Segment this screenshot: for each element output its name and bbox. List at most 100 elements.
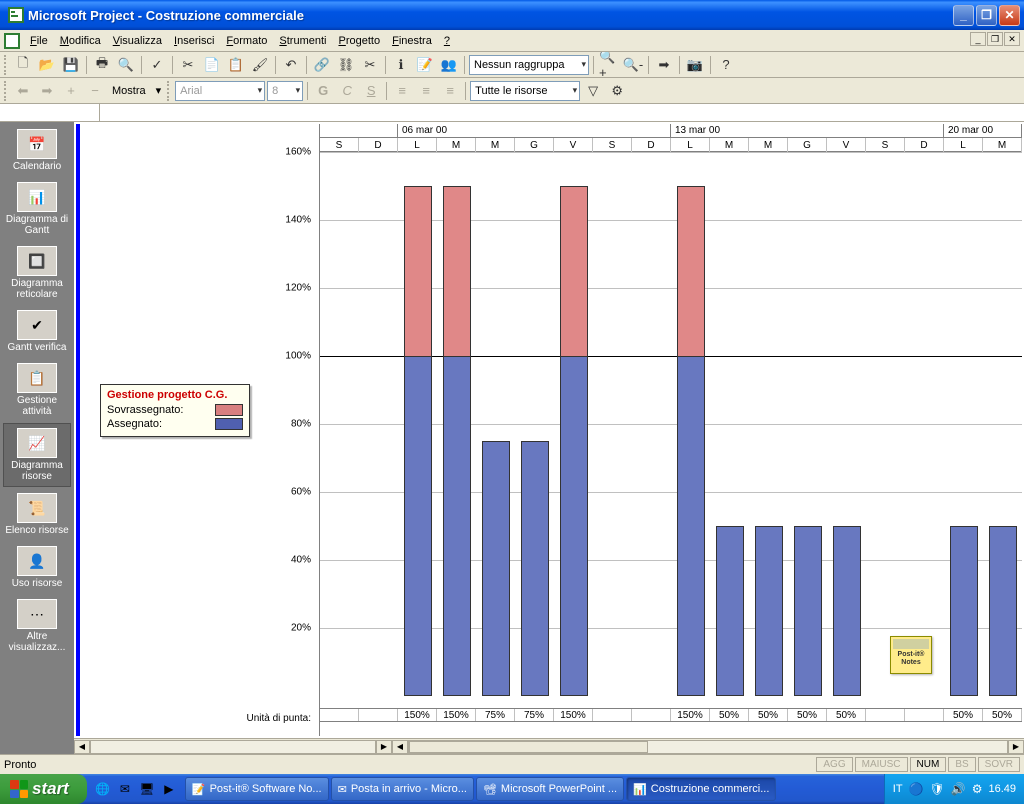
- underline-button[interactable]: S: [360, 80, 382, 102]
- new-button[interactable]: 🗋: [12, 54, 34, 76]
- tray-icon-3[interactable]: 🔊: [951, 782, 966, 796]
- menu-inserisci[interactable]: Inserisci: [168, 33, 220, 49]
- scroll-thumb[interactable]: [409, 741, 648, 753]
- name-box[interactable]: [0, 104, 100, 121]
- view-item-3[interactable]: ✔Gantt verifica: [3, 306, 71, 357]
- filter-combo[interactable]: Tutte le risorse: [470, 81, 580, 101]
- view-item-4[interactable]: 📋Gestione attività: [3, 359, 71, 421]
- assign-button[interactable]: 👥: [438, 54, 460, 76]
- mdi-minimize-button[interactable]: _: [970, 32, 986, 46]
- view-item-8[interactable]: ⋯Altre visualizzaz...: [3, 595, 71, 657]
- menu-progetto[interactable]: Progetto: [332, 33, 386, 49]
- tray-icon-4[interactable]: ⚙: [972, 782, 983, 796]
- tray-icon-2[interactable]: 🛡: [930, 782, 945, 796]
- save-button[interactable]: 💾: [60, 54, 82, 76]
- quick-launch-ie[interactable]: 🌐: [93, 777, 113, 801]
- outdent-button[interactable]: ⬅: [12, 80, 34, 102]
- copy-picture-button[interactable]: 📷: [684, 54, 706, 76]
- print-button[interactable]: 🖶: [91, 54, 113, 76]
- copy-button[interactable]: 📄: [201, 54, 223, 76]
- unlink-button[interactable]: ⛓: [335, 54, 357, 76]
- italic-button[interactable]: C: [336, 80, 358, 102]
- resource-bar[interactable]: [398, 152, 437, 696]
- quick-launch-mail[interactable]: ✉: [115, 777, 135, 801]
- format-painter-button[interactable]: 🖌: [249, 54, 271, 76]
- taskbar-button-3[interactable]: 📊Costruzione commerci...: [626, 777, 776, 801]
- align-left-button[interactable]: ≡: [391, 80, 413, 102]
- menu-strumenti[interactable]: Strumenti: [273, 33, 332, 49]
- resource-bar[interactable]: [788, 152, 827, 696]
- autofilter-button[interactable]: ▽: [582, 80, 604, 102]
- undo-button[interactable]: ↶: [280, 54, 302, 76]
- scroll-left-button-2[interactable]: ◀: [392, 740, 408, 754]
- filter-options-button[interactable]: ⚙: [606, 80, 628, 102]
- tray-icon-1[interactable]: 🔵: [909, 782, 924, 796]
- menu-?[interactable]: ?: [438, 33, 456, 49]
- font-name-combo[interactable]: Arial: [175, 81, 265, 101]
- align-right-button[interactable]: ≡: [439, 80, 461, 102]
- menu-file[interactable]: File: [24, 33, 54, 49]
- resource-bar[interactable]: [827, 152, 866, 696]
- menu-finestra[interactable]: Finestra: [386, 33, 438, 49]
- language-indicator[interactable]: IT: [893, 783, 903, 795]
- info-button[interactable]: ℹ: [390, 54, 412, 76]
- bold-button[interactable]: G: [312, 80, 334, 102]
- resource-bar[interactable]: [983, 152, 1022, 696]
- indent-button[interactable]: ➡: [36, 80, 58, 102]
- resource-bar[interactable]: [749, 152, 788, 696]
- show-subtasks-button[interactable]: +: [60, 80, 82, 102]
- view-item-7[interactable]: 👤Uso risorse: [3, 542, 71, 593]
- clock[interactable]: 16.49: [988, 783, 1016, 795]
- start-button[interactable]: start: [0, 774, 87, 804]
- scroll-right-button-2[interactable]: ▶: [1008, 740, 1024, 754]
- view-item-6[interactable]: 📜Elenco risorse: [3, 489, 71, 540]
- help-button[interactable]: ?: [715, 54, 737, 76]
- scroll-left-button-1[interactable]: ◀: [74, 740, 90, 754]
- menu-visualizza[interactable]: Visualizza: [107, 33, 168, 49]
- view-item-2[interactable]: 🔲Diagramma reticolare: [3, 242, 71, 304]
- mostra-dropdown[interactable]: ▾: [152, 84, 166, 97]
- postit-note[interactable]: Post-it® Notes: [890, 636, 932, 674]
- notes-button[interactable]: 📝: [414, 54, 436, 76]
- spellcheck-button[interactable]: ✓: [146, 54, 168, 76]
- mdi-close-button[interactable]: ✕: [1004, 32, 1020, 46]
- system-tray[interactable]: IT 🔵 🛡 🔊 ⚙ 16.49: [884, 774, 1024, 804]
- group-combo[interactable]: Nessun raggruppa: [469, 55, 589, 75]
- scroll-track-left[interactable]: [90, 740, 376, 754]
- font-size-combo[interactable]: 8: [267, 81, 303, 101]
- quick-launch-desktop[interactable]: 🖥: [137, 777, 157, 801]
- taskbar-button-1[interactable]: ✉Posta in arrivo - Micro...: [331, 777, 474, 801]
- split-button[interactable]: ✂: [359, 54, 381, 76]
- resource-bar[interactable]: [554, 152, 593, 696]
- quick-launch-media[interactable]: ▶: [159, 777, 179, 801]
- resource-bar[interactable]: [437, 152, 476, 696]
- maximize-button[interactable]: ❐: [976, 5, 997, 26]
- minimize-button[interactable]: _: [953, 5, 974, 26]
- open-button[interactable]: 📂: [36, 54, 58, 76]
- view-item-0[interactable]: 📅Calendario: [3, 125, 71, 176]
- close-button[interactable]: ✕: [999, 5, 1020, 26]
- mdi-restore-button[interactable]: ❐: [987, 32, 1003, 46]
- taskbar-button-2[interactable]: 📽Microsoft PowerPoint ...: [476, 777, 624, 801]
- view-item-5[interactable]: 📈Diagramma risorse: [3, 423, 71, 487]
- taskbar-button-0[interactable]: 📝Post-it® Software No...: [185, 777, 329, 801]
- resource-bar[interactable]: [515, 152, 554, 696]
- print-preview-button[interactable]: 🔍: [115, 54, 137, 76]
- menu-modifica[interactable]: Modifica: [54, 33, 107, 49]
- scroll-track-right[interactable]: [408, 740, 1008, 754]
- scroll-right-button-1[interactable]: ▶: [376, 740, 392, 754]
- hide-subtasks-button[interactable]: −: [84, 80, 106, 102]
- zoom-in-button[interactable]: 🔍+: [598, 54, 620, 76]
- resource-bar[interactable]: [671, 152, 710, 696]
- cut-button[interactable]: ✂: [177, 54, 199, 76]
- resource-bar[interactable]: [944, 152, 983, 696]
- menu-formato[interactable]: Formato: [220, 33, 273, 49]
- resource-bar[interactable]: [710, 152, 749, 696]
- view-item-1[interactable]: 📊Diagramma di Gantt: [3, 178, 71, 240]
- goto-button[interactable]: ➡: [653, 54, 675, 76]
- resource-bar[interactable]: [476, 152, 515, 696]
- paste-button[interactable]: 📋: [225, 54, 247, 76]
- align-center-button[interactable]: ≡: [415, 80, 437, 102]
- link-button[interactable]: 🔗: [311, 54, 333, 76]
- zoom-out-button[interactable]: 🔍-: [622, 54, 644, 76]
